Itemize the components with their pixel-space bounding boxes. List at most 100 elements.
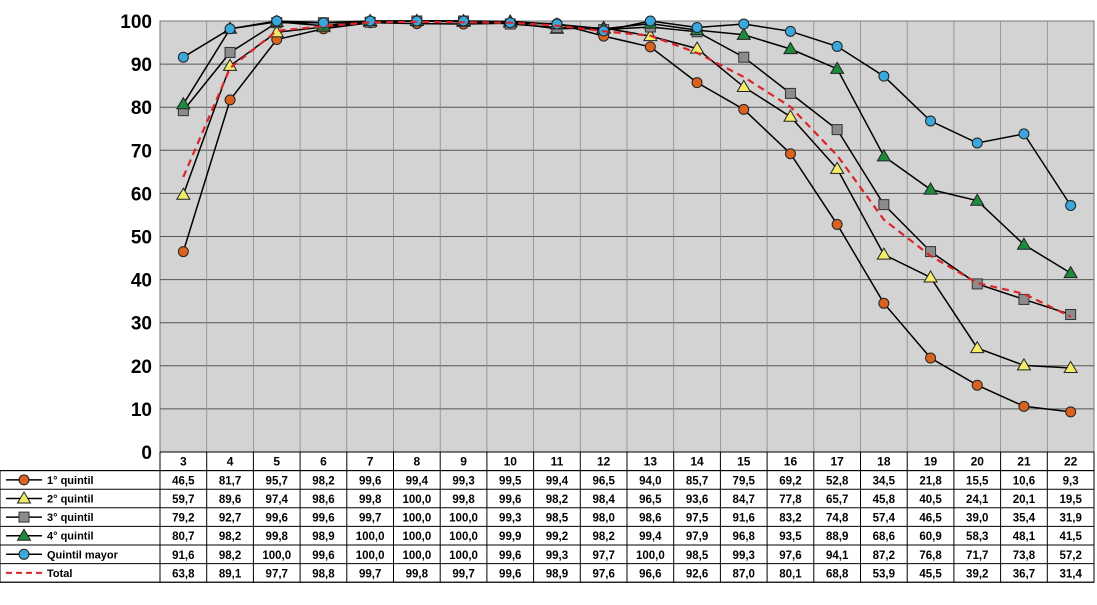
data-point xyxy=(971,137,983,149)
legend-entry: 2° quintil xyxy=(6,491,94,506)
x-tick-label: 18 xyxy=(877,454,891,468)
x-tick-label: 6 xyxy=(320,454,327,468)
data-label: 98,4 xyxy=(592,494,615,506)
data-label: 20,1 xyxy=(1013,494,1036,506)
x-tick-label: 7 xyxy=(367,454,374,468)
data-label: 69,2 xyxy=(779,475,801,487)
data-point xyxy=(876,247,892,260)
legend-label: 2° quintil xyxy=(47,494,94,506)
data-label: 98,6 xyxy=(639,513,661,525)
series-line xyxy=(182,20,1072,206)
data-point xyxy=(551,18,563,30)
data-point xyxy=(829,161,845,174)
x-tick-label: 19 xyxy=(924,454,938,468)
data-label: 93,5 xyxy=(779,531,802,543)
data-label: 80,1 xyxy=(779,568,802,580)
data-label: 40,5 xyxy=(919,494,942,506)
data-label: 87,2 xyxy=(873,550,895,562)
data-label: 100,0 xyxy=(449,550,478,562)
data-label: 99,3 xyxy=(546,550,568,562)
data-label: 100,0 xyxy=(402,550,431,562)
x-tick-label: 3 xyxy=(180,454,187,468)
data-label: 19,5 xyxy=(1059,494,1082,506)
y-tick-label: 80 xyxy=(131,98,152,119)
data-label: 98,9 xyxy=(546,568,568,580)
data-point xyxy=(1065,309,1077,321)
x-tick-label: 10 xyxy=(504,454,518,468)
data-point xyxy=(1063,360,1079,374)
data-label: 73,8 xyxy=(1013,550,1036,562)
data-label: 91,6 xyxy=(733,513,755,525)
data-point xyxy=(736,27,752,40)
data-label: 97,4 xyxy=(266,494,289,506)
data-point xyxy=(783,109,798,122)
data-label: 46,5 xyxy=(919,513,942,525)
series-quintil-mayor xyxy=(177,15,1077,211)
data-label: 39,2 xyxy=(966,568,988,580)
data-label: 99,7 xyxy=(452,568,474,580)
data-label: 10,6 xyxy=(1013,475,1035,487)
data-label: 88,9 xyxy=(826,531,848,543)
legend-label: Total xyxy=(47,568,72,580)
data-label: 99,8 xyxy=(266,531,289,543)
data-point xyxy=(16,491,32,504)
data-label: 35,4 xyxy=(1013,513,1036,525)
x-tick-label: 8 xyxy=(414,454,421,468)
data-point xyxy=(969,193,985,206)
data-label: 96,5 xyxy=(592,475,615,487)
data-label: 59,7 xyxy=(172,494,194,506)
legend-label: 3° quintil xyxy=(47,512,94,524)
data-point xyxy=(831,40,843,52)
data-label: 84,7 xyxy=(733,494,755,506)
data-label: 100,0 xyxy=(402,494,431,506)
data-label: 99,4 xyxy=(639,531,662,543)
data-label: 100,0 xyxy=(262,550,291,562)
data-label: 63,8 xyxy=(172,568,195,580)
data-label: 96,5 xyxy=(639,494,662,506)
data-label: 99,9 xyxy=(499,531,521,543)
data-label: 87,0 xyxy=(733,568,755,580)
data-label: 68,8 xyxy=(826,568,849,580)
data-point xyxy=(923,182,938,195)
x-tick-label: 4 xyxy=(227,454,234,468)
x-tick-label: 14 xyxy=(690,454,704,468)
data-point xyxy=(364,15,376,27)
data-point xyxy=(1063,265,1079,279)
data-label: 74,8 xyxy=(826,513,849,525)
x-tick-label: 21 xyxy=(1017,454,1031,468)
data-label: 89,6 xyxy=(219,494,241,506)
data-point xyxy=(738,103,750,115)
data-point xyxy=(876,148,892,162)
data-label: 96,8 xyxy=(733,531,756,543)
data-label: 100,0 xyxy=(356,531,385,543)
data-label: 21,8 xyxy=(919,475,942,487)
data-point xyxy=(738,18,750,30)
data-label: 83,2 xyxy=(779,513,801,525)
data-point xyxy=(784,87,796,99)
data-label: 99,8 xyxy=(452,494,475,506)
data-label: 98,0 xyxy=(592,513,614,525)
data-label: 9,3 xyxy=(1063,475,1079,487)
data-label: 99,6 xyxy=(359,475,381,487)
x-tick-label: 12 xyxy=(597,454,611,468)
data-label: 36,7 xyxy=(1013,568,1035,580)
data-point xyxy=(18,511,30,523)
x-tick-label: 17 xyxy=(830,454,844,468)
data-label: 89,1 xyxy=(219,568,242,580)
data-label: 60,9 xyxy=(919,531,941,543)
data-point xyxy=(177,246,189,258)
y-tick-label: 50 xyxy=(131,228,152,249)
data-label: 98,9 xyxy=(312,531,334,543)
data-label: 98,2 xyxy=(592,531,614,543)
y-tick-label: 10 xyxy=(131,400,152,421)
legend-entry: 3° quintil xyxy=(6,511,94,524)
data-label: 57,2 xyxy=(1059,550,1081,562)
data-label: 100,0 xyxy=(636,550,665,562)
data-label: 79,5 xyxy=(733,475,756,487)
x-tick-label: 22 xyxy=(1064,454,1078,468)
data-label: 97,7 xyxy=(592,550,614,562)
data-point xyxy=(1065,199,1077,211)
data-label: 99,2 xyxy=(546,531,568,543)
data-point xyxy=(644,41,656,53)
